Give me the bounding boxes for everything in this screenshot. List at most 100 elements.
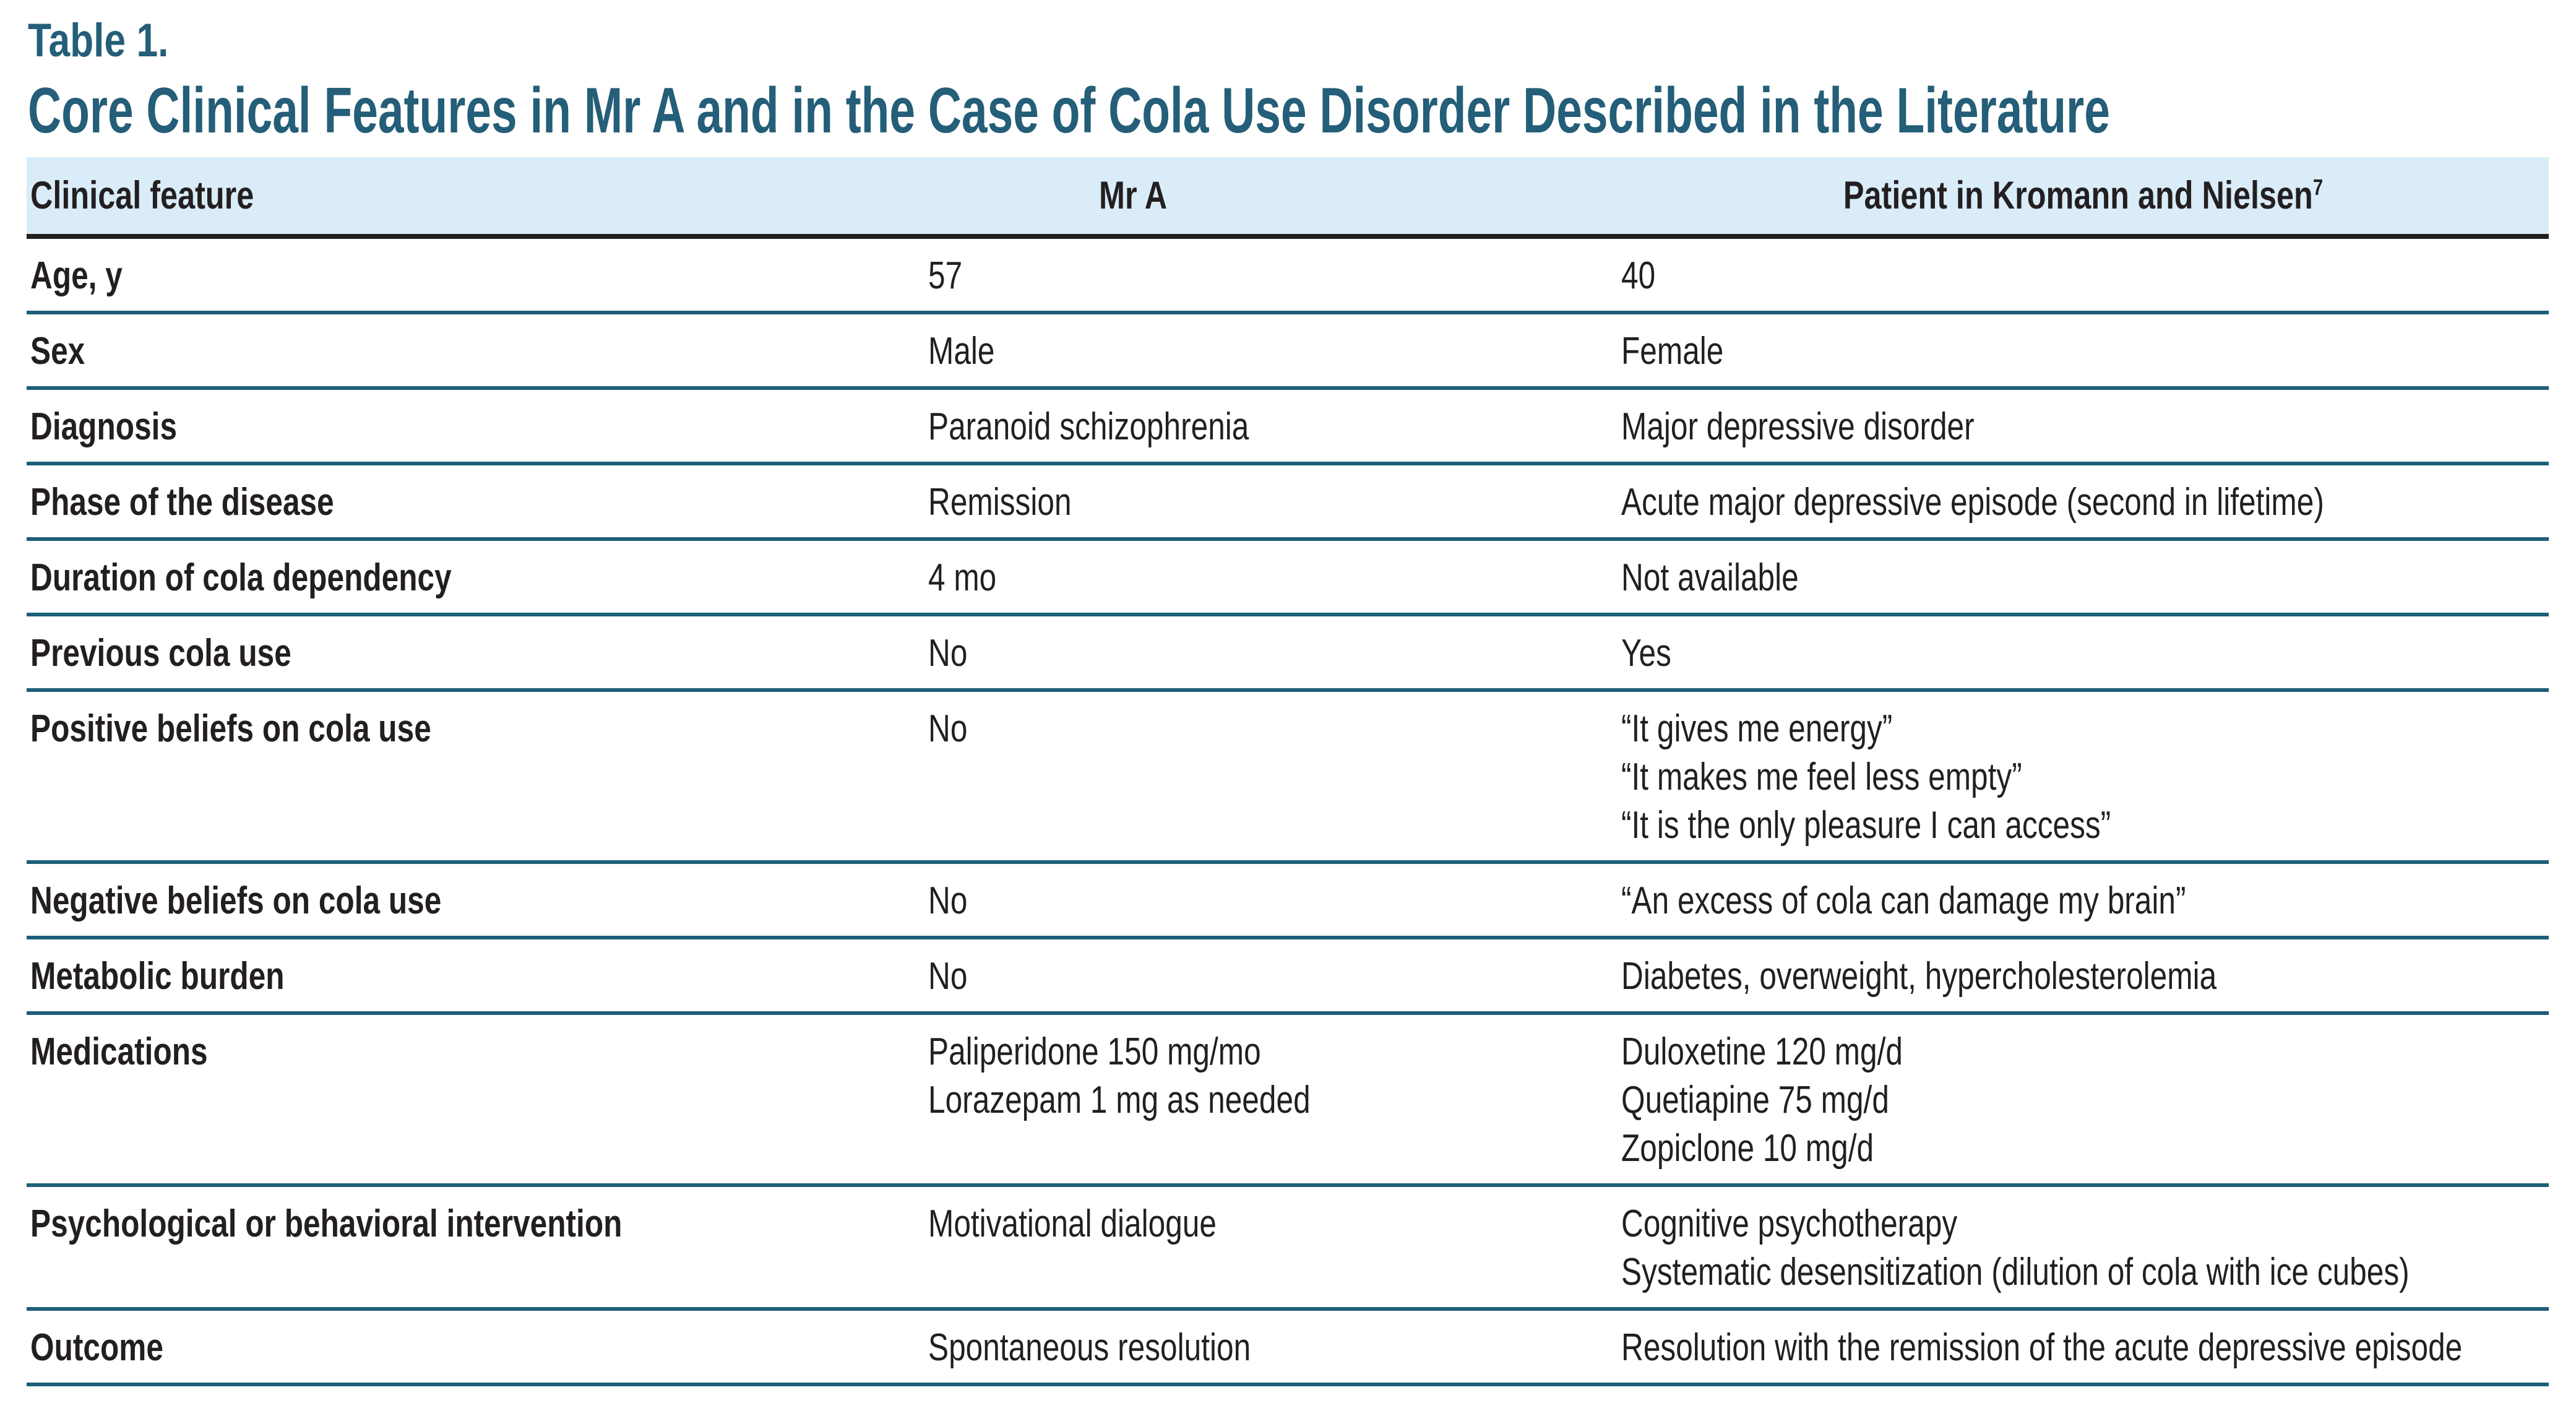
cell-line: No <box>928 955 968 998</box>
table-row: Negative beliefs on cola use No “An exce… <box>27 862 2549 939</box>
patient-cell: 40 <box>1618 236 2549 314</box>
header-patient-label: Patient in Kromann and Nielsen <box>1843 174 2313 217</box>
cell-line: Lorazepam 1 mg as needed <box>928 1079 1311 1121</box>
table-row: Diagnosis Paranoid schizophrenia Major d… <box>27 388 2549 465</box>
mr-a-cell: Male <box>924 313 1618 390</box>
patient-cell: “It gives me energy” “It makes me feel le… <box>1618 690 2549 864</box>
table-row: Phase of the disease Remission Acute maj… <box>27 464 2549 541</box>
table-title: Core Clinical Features in Mr A and in th… <box>28 75 2110 147</box>
reference-superscript: 7 <box>2312 175 2324 200</box>
mr-a-cell: Motivational dialogue <box>924 1185 1618 1311</box>
clinical-feature-cell: Duration of cola dependency <box>27 539 924 616</box>
patient-cell: Resolution with the remission of the acu… <box>1618 1309 2549 1386</box>
cell-line: Not available <box>1621 556 1799 599</box>
mr-a-cell: Remission <box>924 464 1618 541</box>
cell-line: No <box>928 707 968 750</box>
cell-line: 40 <box>1621 254 1656 297</box>
cell-line: Phase of the disease <box>30 481 334 524</box>
table-row: Medications Paliperidone 150 mg/mo Loraze… <box>27 1013 2549 1187</box>
cell-line: Paliperidone 150 mg/mo <box>928 1030 1261 1073</box>
patient-cell: Yes <box>1618 615 2549 692</box>
patient-cell: Acute major depressive episode (second i… <box>1618 464 2549 541</box>
patient-cell: Diabetes, overweight, hypercholesterolem… <box>1618 938 2549 1015</box>
cell-line: Male <box>928 330 995 373</box>
table-row: Sex Male Female <box>27 313 2549 390</box>
cell-line: Duration of cola dependency <box>30 556 452 599</box>
header-clinical-feature-text: Clinical feature <box>30 174 254 217</box>
mr-a-cell: 57 <box>924 236 1618 314</box>
patient-cell: Not available <box>1618 539 2549 616</box>
header-clinical-feature: Clinical feature <box>27 157 924 239</box>
header-mr-a-text: Mr A <box>1099 174 1168 217</box>
clinical-feature-cell: Previous cola use <box>27 615 924 692</box>
cell-line: 4 mo <box>928 556 997 599</box>
clinical-feature-cell: Negative beliefs on cola use <box>27 862 924 939</box>
clinical-feature-cell: Metabolic burden <box>27 938 924 1015</box>
cell-line: Diabetes, overweight, hypercholesterolem… <box>1621 955 2217 998</box>
clinical-feature-cell: Diagnosis <box>27 388 924 465</box>
clinical-feature-cell: Sex <box>27 313 924 390</box>
cell-line: Outcome <box>30 1326 163 1369</box>
cell-line: Metabolic burden <box>30 955 285 998</box>
clinical-feature-cell: Outcome <box>27 1309 924 1386</box>
cell-line: Remission <box>928 481 1072 524</box>
cell-line: “It is the only pleasure I can access” <box>1621 804 2111 847</box>
cell-line: Motivational dialogue <box>928 1202 1217 1245</box>
table-row: Age, y 57 40 <box>27 236 2549 314</box>
patient-cell: Duloxetine 120 mg/d Quetiapine 75 mg/d Zop… <box>1618 1013 2549 1187</box>
cell-line: Quetiapine 75 mg/d <box>1621 1079 1889 1121</box>
cell-line: “It gives me energy” <box>1621 707 1893 750</box>
clinical-feature-cell: Positive beliefs on cola use <box>27 690 924 864</box>
patient-cell: Cognitive psychotherapy Systematic desens… <box>1618 1185 2549 1311</box>
cell-line: Sex <box>30 330 85 373</box>
cell-line: “An excess of cola can damage my brain” <box>1621 879 2186 922</box>
table-row: Previous cola use No Yes <box>27 615 2549 692</box>
cell-line: Positive beliefs on cola use <box>30 707 431 750</box>
mr-a-cell: 4 mo <box>924 539 1618 616</box>
clinical-feature-cell: Phase of the disease <box>27 464 924 541</box>
mr-a-cell: Spontaneous resolution <box>924 1309 1618 1386</box>
header-patient-text: Patient in Kromann and Nielsen7 <box>1843 173 2323 218</box>
table-row: Psychological or behavioral intervention… <box>27 1185 2549 1311</box>
cell-line: Spontaneous resolution <box>928 1326 1251 1369</box>
cell-line: No <box>928 632 968 675</box>
cell-line: Zopiclone 10 mg/d <box>1621 1127 1874 1170</box>
cell-line: Psychological or behavioral intervention <box>30 1202 622 1245</box>
cell-line: Major depressive disorder <box>1621 405 1975 448</box>
cell-line: Medications <box>30 1030 208 1073</box>
table-header: Clinical feature Mr A Patient in Kromann… <box>27 157 2549 239</box>
table-row: Duration of cola dependency 4 mo Not ava… <box>27 539 2549 616</box>
cell-line: Previous cola use <box>30 632 291 675</box>
clinical-features-table: Clinical feature Mr A Patient in Kromann… <box>27 157 2549 1386</box>
table-label: Table 1. <box>28 14 169 67</box>
cell-line: “It makes me feel less empty” <box>1621 756 2022 798</box>
cell-line: No <box>928 879 968 922</box>
cell-line: Cognitive psychotherapy <box>1621 1202 1958 1245</box>
clinical-feature-cell: Psychological or behavioral intervention <box>27 1185 924 1311</box>
mr-a-cell: No <box>924 862 1618 939</box>
cell-line: Paranoid schizophrenia <box>928 405 1249 448</box>
patient-cell: “An excess of cola can damage my brain” <box>1618 862 2549 939</box>
header-row: Clinical feature Mr A Patient in Kromann… <box>27 157 2549 239</box>
mr-a-cell: No <box>924 690 1618 864</box>
table-body: Age, y 57 40 Sex Male Female Diagnosis P… <box>27 236 2549 1386</box>
mr-a-cell: Paranoid schizophrenia <box>924 388 1618 465</box>
mr-a-cell: No <box>924 938 1618 1015</box>
table-row: Metabolic burden No Diabetes, overweight… <box>27 938 2549 1015</box>
patient-cell: Major depressive disorder <box>1618 388 2549 465</box>
cell-line: Age, y <box>30 254 123 297</box>
mr-a-cell: No <box>924 615 1618 692</box>
header-mr-a: Mr A <box>924 157 1618 239</box>
table-row: Outcome Spontaneous resolution Resolutio… <box>27 1309 2549 1386</box>
cell-line: Systematic desensitization (dilution of … <box>1621 1251 2410 1293</box>
cell-line: Yes <box>1621 632 1671 675</box>
cell-line: 57 <box>928 254 963 297</box>
clinical-feature-cell: Age, y <box>27 236 924 314</box>
cell-line: Acute major depressive episode (second i… <box>1621 481 2324 524</box>
cell-line: Female <box>1621 330 1724 373</box>
cell-line: Resolution with the remission of the acu… <box>1621 1326 2463 1369</box>
header-patient: Patient in Kromann and Nielsen7 <box>1618 157 2549 239</box>
mr-a-cell: Paliperidone 150 mg/mo Lorazepam 1 mg as … <box>924 1013 1618 1187</box>
cell-line: Diagnosis <box>30 405 178 448</box>
